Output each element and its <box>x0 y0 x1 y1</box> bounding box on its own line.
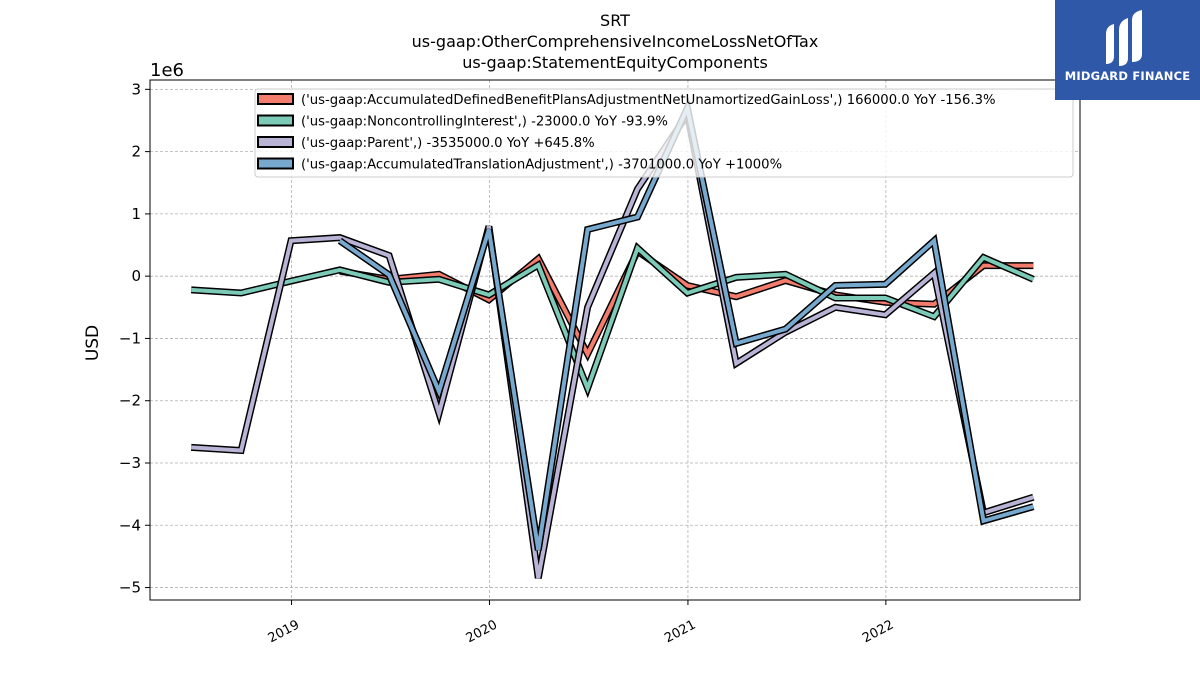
series-3 <box>190 105 1035 579</box>
y-tick-label: 2 <box>131 143 141 161</box>
legend-swatch <box>257 114 294 127</box>
legend-label: ('us-gaap:NoncontrollingInterest',) -230… <box>301 115 668 130</box>
legend-swatch <box>257 157 294 170</box>
legend-label: ('us-gaap:AccumulatedDefinedBenefitPlans… <box>301 93 996 108</box>
chart-legend: ('us-gaap:AccumulatedDefinedBenefitPlans… <box>254 88 1074 178</box>
chart-subtitle-axis: us-gaap:StatementEquityComponents <box>462 53 768 72</box>
legend-label: ('us-gaap:AccumulatedTranslationAdjustme… <box>301 158 782 173</box>
chart-subtitle-concept: us-gaap:OtherComprehensiveIncomeLossNetO… <box>411 32 819 51</box>
legend-swatch <box>257 136 294 148</box>
legend-swatch <box>257 93 294 105</box>
y-tick-label: 1 <box>131 205 141 223</box>
series-line <box>191 109 1034 579</box>
series-2 <box>190 242 1035 399</box>
series-lines <box>190 96 1035 579</box>
plot-frame <box>149 79 1081 601</box>
series-line <box>191 244 1035 394</box>
legend-entry: ('us-gaap:NoncontrollingInterest',) -230… <box>257 114 668 130</box>
x-tick-label: 2019 <box>266 618 302 647</box>
y-tick-label: −4 <box>119 516 141 534</box>
y-tick-label: −5 <box>119 579 141 597</box>
chart-title: SRT <box>600 11 630 30</box>
y-axis-label: USD <box>83 325 103 361</box>
x-tick-label: 2020 <box>464 618 500 647</box>
series-line-outline <box>190 105 1035 579</box>
legend-entry: ('us-gaap:AccumulatedDefinedBenefitPlans… <box>257 93 996 108</box>
legend-box <box>254 88 1074 178</box>
y-scale-label: 1e6 <box>150 60 184 81</box>
logo-text: MIDGARD FINANCE <box>1064 69 1191 83</box>
y-tick-label: 0 <box>131 267 141 285</box>
x-tick-label: 2022 <box>860 618 896 647</box>
y-tick-label: −1 <box>119 329 141 347</box>
legend-entry: ('us-gaap:AccumulatedTranslationAdjustme… <box>257 157 782 173</box>
midgard-finance-logo: MIDGARD FINANCE <box>1055 0 1200 100</box>
legend-entry: ('us-gaap:Parent',) -3535000.0 YoY +645.… <box>257 136 595 151</box>
legend-label: ('us-gaap:Parent',) -3535000.0 YoY +645.… <box>301 136 595 151</box>
y-tick-label: 3 <box>131 80 141 98</box>
x-tick-label: 2021 <box>662 618 698 647</box>
y-tick-label: −3 <box>119 454 141 472</box>
y-tick-label: −2 <box>119 392 141 410</box>
chart-title-block: SRT us-gaap:OtherComprehensiveIncomeLoss… <box>115 10 1115 73</box>
midgard-logo-icon <box>1106 10 1142 66</box>
